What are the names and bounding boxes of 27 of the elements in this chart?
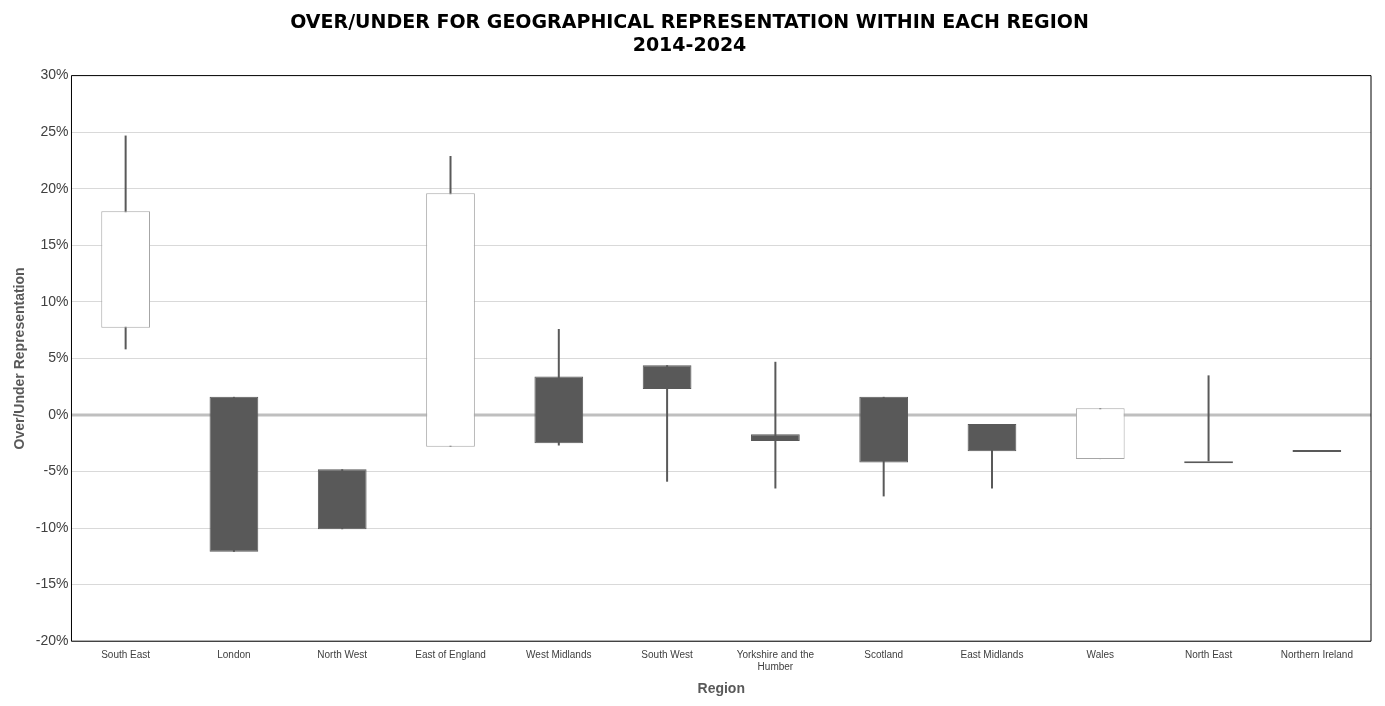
- x-tick-label: South East: [101, 648, 151, 660]
- y-tick-label: 10%: [40, 292, 69, 309]
- x-tick-label: East Midlands: [960, 648, 1024, 660]
- y-axis-title: Over/Under Representation: [11, 267, 28, 450]
- x-tick-label: London: [217, 648, 251, 660]
- x-tick-label: West Midlands: [526, 648, 592, 660]
- x-tick-label: Northern Ireland: [1280, 648, 1353, 660]
- x-tick-label: East of England: [415, 648, 486, 660]
- y-tick-label: 25%: [40, 123, 69, 140]
- x-tick-label: Wales: [1086, 648, 1114, 660]
- y-tick-label: -10%: [35, 518, 69, 535]
- chart-title: OVER/UNDER FOR GEOGRAPHICAL REPRESENTATION WITHIN EACH REGION 2014-2024: [290, 10, 1089, 56]
- y-tick-label: 0%: [48, 405, 69, 422]
- x-tick-label: Scotland: [864, 648, 904, 660]
- y-tick-label: 15%: [40, 236, 69, 253]
- y-tick-label: 5%: [48, 349, 69, 366]
- y-tick-label: 30%: [40, 66, 69, 83]
- y-tick-label: 20%: [40, 179, 69, 196]
- x-axis-title: Region: [697, 680, 745, 697]
- x-tick-label: Yorkshire and the Humber: [736, 648, 815, 672]
- candlestick: [751, 360, 800, 490]
- y-tick-label: -15%: [35, 575, 69, 592]
- y-tick-label: -5%: [43, 462, 69, 479]
- y-tick-label: -20%: [35, 632, 69, 649]
- x-tick-label: North East: [1184, 648, 1233, 660]
- x-tick-label: North West: [317, 648, 368, 660]
- x-tick-label: South West: [641, 648, 694, 660]
